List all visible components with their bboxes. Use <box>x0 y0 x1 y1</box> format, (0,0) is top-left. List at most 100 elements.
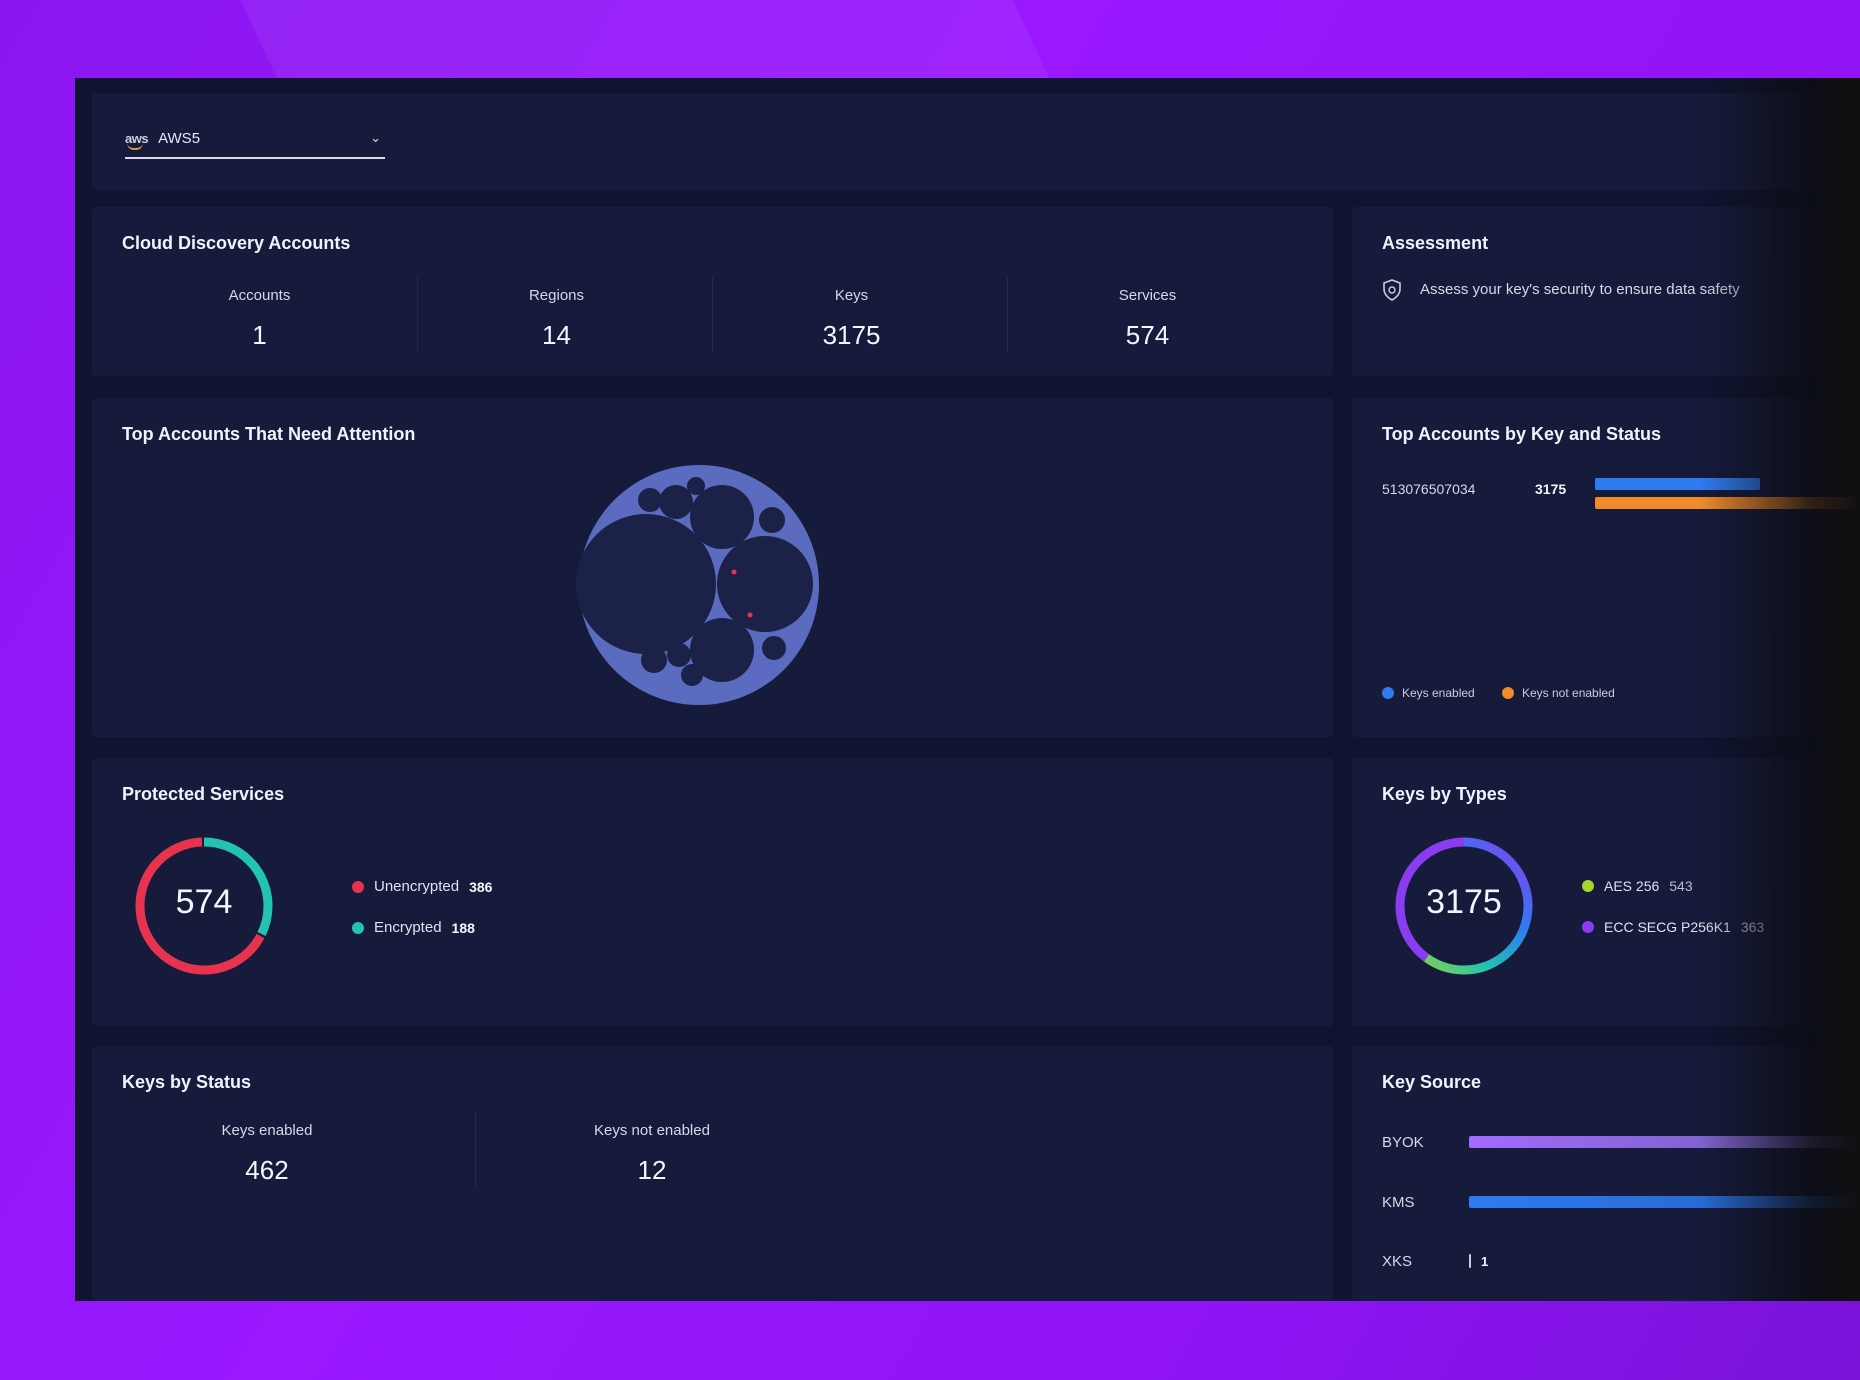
stat-value: 574 <box>1125 320 1170 350</box>
bubble[interactable] <box>690 618 754 682</box>
donut-slice-encrypted[interactable] <box>135 837 273 975</box>
assessment-text: Assess your key's security to ensure dat… <box>1420 281 1740 298</box>
legend-value: 386 <box>469 878 493 895</box>
stat-value: 14 <box>542 320 571 350</box>
protected-services-panel: Protected Services 574 Unencrypted 386 E… <box>92 758 1333 1026</box>
stat-keys: Keys 3175 <box>704 287 999 351</box>
account-dropdown-value: AWS5 <box>158 129 201 147</box>
bubble[interactable] <box>759 507 785 533</box>
bubble-alert <box>747 612 753 618</box>
panel-title: Top Accounts That Need Attention <box>122 424 416 444</box>
assessment-panel[interactable]: Assessment Assess your key's security to… <box>1352 207 1860 376</box>
key-source-bar-byok[interactable] <box>1469 1136 1860 1148</box>
stat-keys-not-enabled: Keys not enabled 12 <box>512 1122 792 1186</box>
top-accounts-attention-panel: Top Accounts That Need Attention <box>92 398 1333 737</box>
cloud-discovery-panel: Cloud Discovery Accounts Accounts 1 Regi… <box>92 207 1333 376</box>
top-accounts-key-status-panel: Top Accounts by Key and Status 513076507… <box>1352 398 1860 737</box>
legend-unencrypted: Unencrypted 386 <box>352 878 492 895</box>
key-source-panel: Key Source BYOK KMS XKS 1 <box>1352 1046 1860 1301</box>
stat-services: Services 574 <box>1000 287 1295 351</box>
keys-not-enabled-bar[interactable] <box>1595 497 1860 509</box>
keys-by-types-panel: Keys by Types 3175 AES 256 543 ECC SECG … <box>1352 758 1860 1026</box>
bubble-pack-chart[interactable] <box>574 460 824 710</box>
divider <box>712 277 713 352</box>
stat-value: 12 <box>637 1155 667 1185</box>
legend-label: Encrypted <box>374 919 442 936</box>
bubble[interactable] <box>717 536 813 632</box>
stat-accounts: Accounts 1 <box>112 287 407 351</box>
stat-label: Services <box>1118 287 1177 304</box>
legend-value: 363 <box>1740 919 1765 935</box>
stat-label: Keys enabled <box>221 1122 313 1139</box>
legend-dot <box>352 880 364 893</box>
panel-title: Assessment <box>1382 233 1489 253</box>
legend-label: Unencrypted <box>374 878 460 895</box>
bubble[interactable] <box>762 636 786 660</box>
bubble-alert <box>731 569 737 575</box>
bubble[interactable] <box>659 485 693 519</box>
stat-label: Keys <box>834 287 869 304</box>
legend-dot <box>1382 687 1394 699</box>
key-source-bar-xks[interactable] <box>1469 1254 1471 1268</box>
keys-by-types-donut[interactable] <box>1392 834 1536 978</box>
bubble[interactable] <box>641 647 667 673</box>
legend-ecc-secg: ECC SECG P256K1 363 <box>1582 919 1764 935</box>
divider <box>417 277 418 352</box>
chevron-down-icon: ⌄ <box>370 130 381 145</box>
legend-label: Keys enabled <box>1402 686 1475 700</box>
legend-dot <box>1582 880 1594 892</box>
legend-label: Keys not enabled <box>1522 686 1615 700</box>
stat-regions: Regions 14 <box>409 287 704 351</box>
bubble[interactable] <box>687 477 705 495</box>
legend-value: 543 <box>1669 878 1693 894</box>
stat-value: 3175 <box>822 320 881 350</box>
legend-keys-not-enabled: Keys not enabled <box>1502 686 1615 700</box>
legend-label: AES 256 <box>1604 878 1660 894</box>
bubble[interactable] <box>681 664 703 686</box>
key-source-label: KMS <box>1382 1194 1415 1211</box>
account-id: 513076507034 <box>1382 481 1476 497</box>
stat-value: 462 <box>245 1155 289 1185</box>
bubble[interactable] <box>667 643 691 667</box>
stat-keys-enabled: Keys enabled 462 <box>152 1122 382 1186</box>
stat-label: Keys not enabled <box>594 1122 710 1139</box>
shield-icon <box>1383 279 1401 301</box>
bubble[interactable] <box>690 485 754 549</box>
top-bar: aws AWS5 ⌄ <box>92 93 1860 190</box>
panel-title: Key Source <box>1382 1072 1482 1092</box>
legend-keys-enabled: Keys enabled <box>1382 686 1475 700</box>
aws-logo-icon: aws <box>125 130 149 150</box>
bubble[interactable] <box>576 514 716 654</box>
panel-title: Keys by Types <box>1382 784 1507 804</box>
donut-slice-ecc-secg[interactable] <box>1395 837 1533 975</box>
panel-title: Keys by Status <box>122 1072 252 1092</box>
key-source-value: 1 <box>1481 1254 1489 1269</box>
stat-label: Regions <box>528 287 585 304</box>
panel-title: Top Accounts by Key and Status <box>1382 424 1662 444</box>
bubble[interactable] <box>638 488 662 512</box>
legend-encrypted: Encrypted 188 <box>352 919 475 936</box>
divider <box>475 1112 476 1187</box>
legend-dot <box>1502 687 1514 699</box>
donut-slice-unencrypted[interactable] <box>135 837 273 975</box>
stat-label: Accounts <box>228 287 291 304</box>
key-source-label: BYOK <box>1382 1134 1424 1151</box>
legend-dot <box>1582 921 1594 933</box>
donut-total: 574 <box>175 883 233 921</box>
stat-value: 1 <box>252 320 267 350</box>
legend-dot <box>352 921 364 934</box>
account-dropdown[interactable]: aws AWS5 ⌄ <box>125 119 385 159</box>
legend-aes-256: AES 256 543 <box>1582 878 1693 894</box>
keys-enabled-bar[interactable] <box>1595 478 1760 490</box>
legend-label: ECC SECG P256K1 <box>1604 919 1731 935</box>
keys-by-status-panel: Keys by Status Keys enabled 462 Keys not… <box>92 1046 1333 1301</box>
panel-title: Protected Services <box>122 784 285 804</box>
panel-title: Cloud Discovery Accounts <box>122 233 351 253</box>
key-source-bar-kms[interactable] <box>1469 1196 1860 1208</box>
key-source-label: XKS <box>1382 1253 1413 1270</box>
protected-services-donut[interactable] <box>132 834 276 978</box>
divider <box>1007 277 1008 352</box>
donut-total: 3175 <box>1426 883 1502 921</box>
account-total: 3175 <box>1535 481 1567 497</box>
legend-value: 188 <box>451 919 475 936</box>
